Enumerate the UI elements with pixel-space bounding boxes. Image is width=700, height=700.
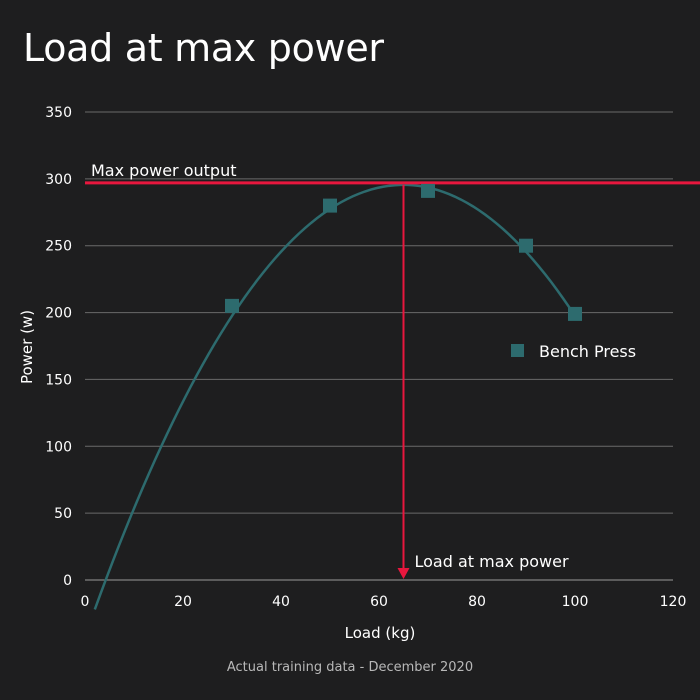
y-axis-title: Power (w) [18,310,36,384]
chart-caption: Actual training data - December 2020 [226,660,474,675]
load-at-max-power-label: Load at max power [415,552,569,571]
data-points [225,183,582,321]
y-tick-label-50: 50 [54,506,72,522]
data-point [323,198,337,213]
legend: Bench Press [511,342,636,361]
x-tick-label-120: 120 [660,594,687,610]
y-tick-label-100: 100 [45,439,72,455]
gridlines [85,111,673,581]
y-tick-label-300: 300 [45,172,72,188]
data-point [225,298,239,313]
y-tick-label-250: 250 [45,239,72,255]
chart-title: Load at max power [23,26,384,70]
x-axis-title: Load (kg) [345,624,416,642]
trend-curve-group [93,183,577,610]
data-point [421,183,435,198]
max-power-label: Max power output [91,161,236,180]
arrowhead-icon [397,568,410,579]
x-tick-label-20: 20 [174,594,192,610]
x-tick-label-100: 100 [562,594,589,610]
y-tick-label-350: 350 [45,105,72,121]
data-point [519,238,533,253]
x-tick-label-0: 0 [81,594,90,610]
legend-label-bench-press: Bench Press [539,342,636,361]
y-axis-ticks: 0 50 100 150 200 250 300 350 [45,105,72,589]
trend-curve [93,183,577,610]
legend-marker [511,344,524,357]
y-tick-label-0: 0 [63,573,72,589]
data-point [568,306,582,321]
x-tick-label-60: 60 [370,594,388,610]
y-tick-label-150: 150 [45,372,72,388]
y-tick-label-200: 200 [45,306,72,322]
annotations: Max power output Load at max power [85,161,700,579]
x-tick-label-40: 40 [272,594,290,610]
x-axis-ticks: 0 20 40 60 80 100 120 [81,594,687,610]
x-tick-label-80: 80 [468,594,486,610]
